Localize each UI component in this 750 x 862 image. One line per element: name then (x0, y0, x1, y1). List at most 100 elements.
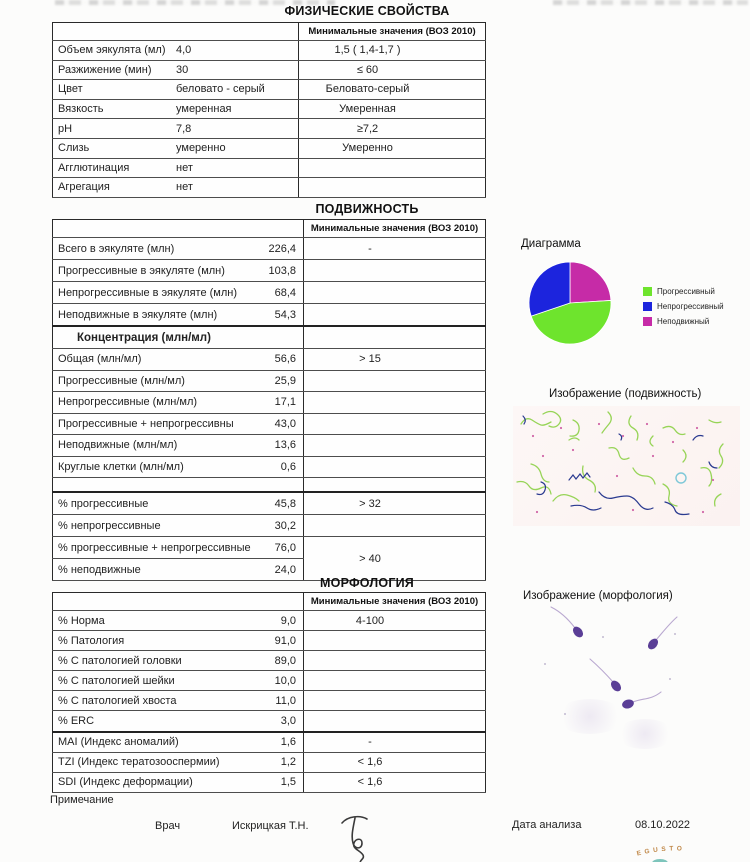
row-ref (303, 514, 486, 537)
row-label: % С патологией шейки (58, 674, 175, 687)
row-label: Вязкость (58, 103, 104, 116)
table-row: Непрогрессивные (млн/мл) 17,1 (52, 391, 486, 414)
row-ref (303, 281, 486, 304)
pie-slice (528, 261, 571, 317)
row-ref: - (303, 730, 486, 753)
table-row: % С патологией хвоста 11,0 (52, 690, 486, 712)
row-ref: - (303, 237, 486, 260)
row-label: Прогрессивные в эякуляте (млн) (58, 264, 225, 277)
row-ref (303, 413, 486, 435)
table-row: SDI (Индекс деформации) 1,5 < 1,6 (52, 772, 486, 793)
pie-chart-title: Диаграмма (521, 238, 581, 250)
row-label: pH (58, 122, 73, 135)
row-ref (303, 434, 486, 457)
table-row: Цвет беловато - серый Беловато-серый (52, 79, 486, 100)
row-ref (303, 259, 486, 282)
table-row: Неподвижные в эякуляте (млн) 54,3 (52, 303, 486, 327)
row-value: 56,6 (274, 353, 296, 366)
row-label: Разжижение (мин) (58, 63, 152, 76)
empty-header-cell (52, 592, 304, 611)
table-row: Прогрессивные (млн/мл) 25,9 (52, 370, 486, 392)
row-ref: 1,5 ( 1,4-1,7 ) (298, 40, 486, 61)
doctor-label: Врач (155, 820, 181, 832)
row-value: 43,0 (274, 417, 296, 430)
analysis-date-label: Дата анализа (512, 819, 582, 831)
legend-swatch-nonprogressive (643, 301, 652, 311)
row-value: умеренная (176, 103, 232, 116)
table-row: Объем эякулята (мл) 4,0 1,5 ( 1,4-1,7 ) (52, 40, 486, 61)
table-row: % С патологией шейки 10,0 (52, 670, 486, 692)
motility-microscopy-image (513, 406, 740, 526)
row-label: Агглютинация (58, 161, 130, 174)
row-ref (298, 158, 486, 179)
table-row: Слизь умеренно Умеренно (52, 138, 486, 159)
row-value: 10,0 (274, 674, 296, 687)
row-value: 1,2 (280, 756, 296, 769)
stamp-arc-text: EGUSTO (636, 845, 682, 857)
motility-table: Минимальные значения (ВОЗ 2010) Всего в … (52, 219, 486, 581)
row-label: % неподвижные (58, 563, 141, 576)
row-value: 68,4 (274, 286, 296, 299)
row-label: % непрогрессивные (58, 519, 161, 532)
legend-swatch-progressive (643, 286, 652, 296)
table-row: Круглые клетки (млн/мл) 0,6 (52, 456, 486, 478)
row-value: 4,0 (176, 44, 192, 57)
stain-smudge (555, 699, 625, 734)
morphology-microscopy-image (505, 604, 720, 754)
row-value: нет (176, 181, 193, 194)
ref-header-cell: Минимальные значения (ВОЗ 2010) (303, 592, 486, 611)
table-row: Общая (млн/мл) 56,6 > 15 (52, 348, 486, 371)
row-label: Агрегация (58, 181, 110, 194)
row-label: Прогрессивные (млн/мл) (58, 374, 185, 387)
row-ref (303, 391, 486, 414)
row-label: % Патология (58, 634, 125, 647)
pie-slice (569, 261, 612, 304)
row-value: 45,8 (274, 497, 296, 510)
section-title-morphology: МОРФОЛОГИЯ (320, 576, 414, 590)
section-title-physical: ФИЗИЧЕСКИЕ СВОЙСТВА (284, 4, 450, 18)
row-value: 13,6 (274, 439, 296, 452)
table-row: Всего в эякуляте (млн) 226,4- (52, 237, 486, 260)
row-value: 1,6 (280, 736, 296, 749)
row-label: Объем эякулята (мл) (58, 44, 166, 57)
physical-properties-table: Минимальные значения (ВОЗ 2010) Объем эя… (52, 22, 486, 198)
row-label: % ERC (58, 715, 95, 728)
row-value: 24,0 (274, 563, 296, 576)
table-row: % прогрессивные + непрогрессивные 76,0 > 4… (52, 536, 486, 581)
row-value: 76,0 (274, 541, 296, 554)
doctor-signature (341, 815, 368, 862)
table-row: Непрогрессивные в эякуляте (млн) 68,4 (52, 281, 486, 304)
table-header-row: Минимальные значения (ВОЗ 2010) (52, 22, 486, 41)
row-ref: ≤ 60 (298, 60, 486, 81)
row-ref: > 32 (303, 491, 486, 515)
row-value: 17,1 (274, 396, 296, 409)
table-row: Агрегация нет (52, 177, 486, 198)
row-ref (303, 456, 486, 478)
row-label: Общая (млн/мл) (58, 353, 142, 366)
row-ref: 4-100 (303, 610, 486, 632)
row-label: Цвет (58, 83, 83, 96)
table-row: % Патология 91,0 (52, 630, 486, 652)
row-value: 7,8 (176, 122, 192, 135)
row-ref (303, 690, 486, 712)
section-title-motility: ПОДВИЖНОСТЬ (315, 202, 419, 216)
legend-label: Неподвижный (657, 316, 710, 326)
doctor-name: Искрицкая Т.Н. (232, 820, 309, 832)
row-value: 30 (176, 63, 189, 76)
legend-label: Непрогрессивный (657, 301, 724, 311)
row-label: Всего в эякуляте (млн) (58, 242, 175, 255)
row-ref (303, 370, 486, 392)
row-value: 3,0 (280, 715, 296, 728)
table-header-row: Минимальные значения (ВОЗ 2010) (52, 219, 486, 238)
table-row: Прогрессивные + непрогрессивны 43,0 (52, 413, 486, 435)
ref-header-cell: Минимальные значения (ВОЗ 2010) (303, 219, 486, 238)
row-value: 11,0 (275, 694, 296, 707)
table-row: Вязкость умеренная Умеренная (52, 99, 486, 120)
stamp-inner-mark (652, 859, 668, 862)
ref-header-cell: Минимальные значения (ВОЗ 2010) (298, 22, 486, 41)
row-label: Непрогрессивные в эякуляте (млн) (58, 286, 238, 299)
row-ref: < 1,6 (303, 772, 486, 793)
table-row: % Норма 9,0 4-100 (52, 610, 486, 632)
row-ref: Умеренная (298, 99, 486, 120)
